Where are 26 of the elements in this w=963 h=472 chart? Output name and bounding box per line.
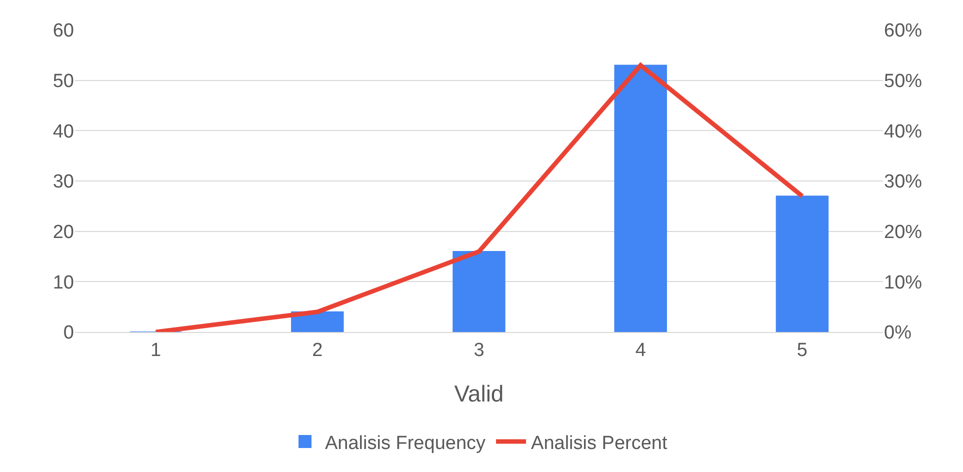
x-tick-label: 2 (312, 340, 323, 361)
y2-tick-label: 30% (884, 172, 922, 193)
x-tick-label: 4 (635, 340, 646, 361)
bar (614, 64, 667, 332)
y-tick-label: 50 (52, 70, 74, 92)
y2-tick-label: 60% (884, 20, 922, 42)
legend-label: Analisis Frequency (325, 432, 486, 454)
y2-tick-label: 10% (884, 272, 922, 294)
y-tick-label: 0 (63, 322, 74, 344)
line-series (154, 62, 804, 332)
y-tick-label: 20 (52, 222, 74, 243)
x-tick-label: 1 (150, 340, 162, 361)
y2-tick-label: 0% (884, 322, 912, 344)
legend-label: Analisis Percent (531, 432, 668, 454)
y-tick-label: 40 (52, 121, 74, 142)
x-tick-label: 3 (474, 340, 484, 361)
y2-tick-label: 50% (884, 70, 922, 92)
x-tick-label: 5 (796, 340, 808, 361)
y-tick-label: 60 (52, 20, 74, 42)
y2-tick-label: 40% (884, 121, 922, 142)
bar (776, 196, 829, 332)
bar (452, 250, 506, 332)
y2-tick-label: 20% (884, 222, 922, 243)
x-axis-title: Valid (454, 380, 504, 406)
y-tick-label: 30 (52, 172, 74, 193)
y-tick-label: 10 (52, 272, 74, 294)
